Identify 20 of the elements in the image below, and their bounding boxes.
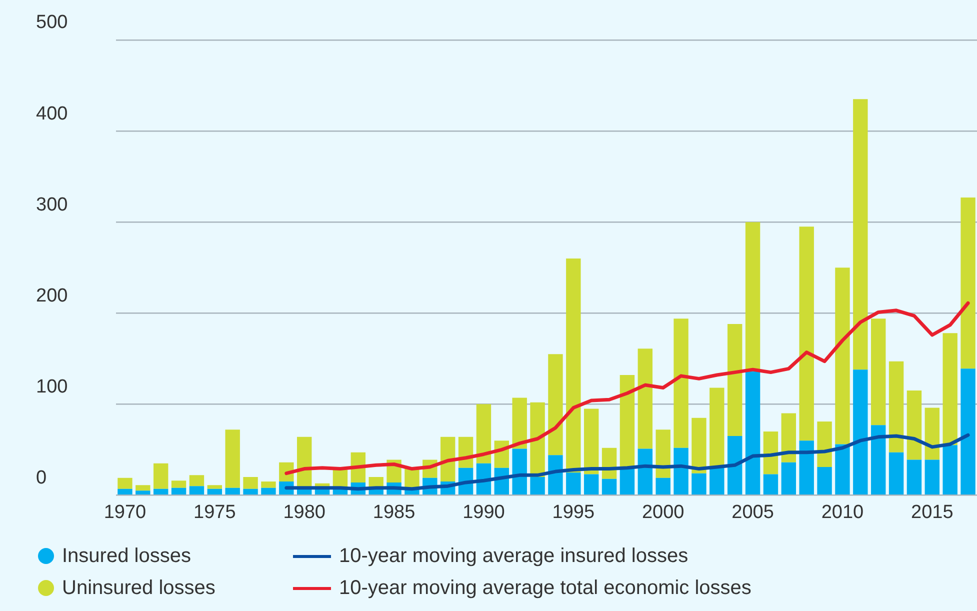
y-tick-label: 200: [36, 285, 68, 306]
y-tick-label: 400: [36, 103, 68, 124]
x-tick-label: 1970: [104, 502, 146, 523]
legend-label: 10-year moving average total economic losses: [339, 576, 752, 600]
y-tick-label: 0: [36, 467, 47, 488]
y-tick-label: 300: [36, 194, 68, 216]
legend-label: Insured losses: [62, 544, 191, 568]
x-tick-label: 1975: [194, 502, 236, 523]
x-tick-label: 1985: [372, 502, 416, 523]
x-tick-label: 1995: [552, 502, 595, 523]
legend-label: Uninsured losses: [62, 576, 216, 600]
x-tick-label: 2005: [732, 502, 774, 523]
x-tick-label: 1980: [283, 502, 326, 523]
x-tick-label: 2015: [911, 502, 954, 523]
x-tick-label: 2010: [821, 502, 864, 523]
x-tick-label: 2000: [642, 502, 684, 523]
y-tick-label: 500: [36, 12, 68, 34]
legend-label: 10-year moving average insured losses: [339, 544, 688, 568]
y-tick-label: 100: [36, 376, 68, 398]
x-tick-label: 1990: [462, 502, 505, 523]
